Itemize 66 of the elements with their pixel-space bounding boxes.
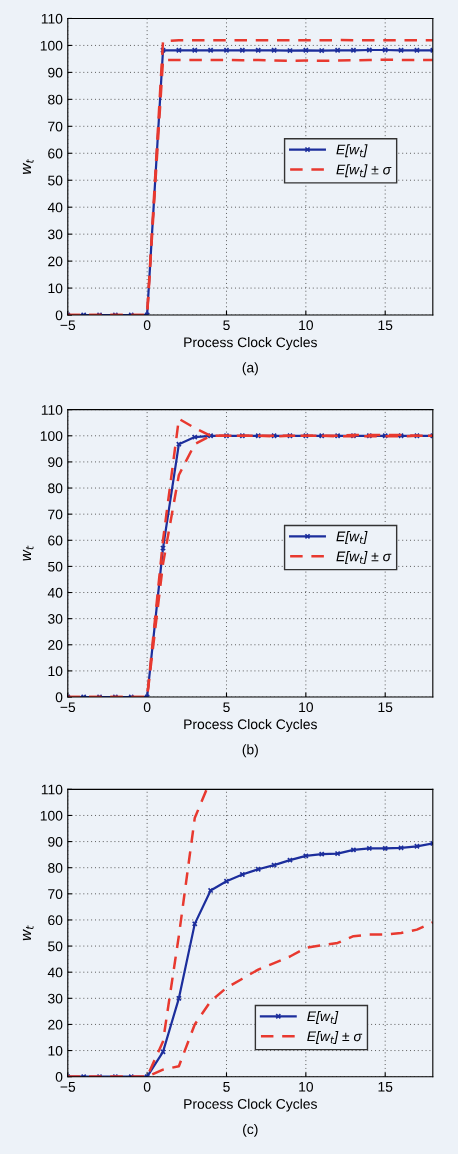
- y-tick-label: 90: [48, 67, 63, 78]
- x-axis-title: Process Clock Cycles: [184, 337, 317, 350]
- y-tick-label: 0: [55, 1072, 63, 1082]
- x-tick-label: −5: [60, 1082, 76, 1092]
- y-tick-label: 80: [48, 863, 63, 873]
- y-tick-label: 70: [48, 121, 63, 132]
- x-tick-label: 10: [299, 702, 314, 713]
- y-tick-label: 0: [55, 310, 63, 321]
- y-axis-title: w$_{t}$: [22, 159, 34, 174]
- x-tick-label: −5: [60, 702, 76, 713]
- x-tick-label: 5: [223, 320, 230, 331]
- legend-label: E[w$_{t}$] ± σ: [336, 551, 392, 565]
- y-tick-label: 20: [48, 256, 63, 267]
- y-axis-title: w$_{t}$: [22, 545, 34, 561]
- y-tick-label: 10: [48, 283, 63, 294]
- legend-label: E[w$_{t}$] ± σ: [336, 164, 392, 178]
- legend-label: E[w$_{t}$]: [307, 1011, 339, 1024]
- x-tick-label: −5: [60, 320, 76, 331]
- y-tick-label: 60: [48, 148, 63, 159]
- x-tick-label: 10: [299, 1081, 314, 1092]
- x-tick-label: 5: [223, 1082, 230, 1092]
- y-tick-label: 100: [40, 40, 63, 51]
- x-tick-label: 10: [299, 320, 314, 331]
- y-tick-label: 100: [40, 810, 63, 821]
- legend-label: E[w$_{t}$]: [336, 531, 368, 545]
- y-axis-title: w$_{t}$: [22, 925, 34, 941]
- text: (a): [242, 362, 258, 376]
- y-tick-label: 40: [47, 587, 63, 598]
- x-axis-title: Process Clock Cycles: [184, 718, 317, 732]
- y-tick-label: 40: [47, 967, 63, 978]
- x-tick-label: 15: [378, 320, 393, 331]
- y-tick-label: 110: [41, 13, 63, 24]
- y-tick-label: 70: [48, 509, 63, 520]
- legend-label: E[w$_{t}$] ± σ: [307, 1031, 363, 1044]
- x-tick-label: 15: [378, 702, 393, 713]
- y-tick-label: 70: [48, 889, 63, 899]
- x-tick-label: 0: [143, 320, 151, 331]
- y-tick-label: 50: [48, 175, 63, 186]
- x-tick-label: 0: [143, 1081, 151, 1092]
- y-tick-label: 80: [48, 94, 63, 105]
- y-tick-label: 20: [48, 1019, 63, 1030]
- text: (c): [243, 1123, 258, 1137]
- y-tick-label: 40: [47, 202, 63, 213]
- y-tick-label: 110: [41, 405, 63, 415]
- y-tick-label: 90: [48, 457, 63, 468]
- y-tick-label: 80: [48, 483, 63, 494]
- y-tick-label: 30: [48, 613, 63, 624]
- y-tick-label: 100: [40, 431, 63, 441]
- text: (b): [242, 744, 258, 758]
- y-tick-label: 0: [55, 692, 63, 703]
- y-tick-label: 90: [48, 836, 63, 847]
- legend-label: E[w$_{t}$]: [336, 144, 368, 158]
- x-tick-label: 0: [143, 702, 151, 713]
- y-tick-label: 30: [48, 229, 63, 240]
- y-tick-label: 110: [41, 784, 63, 795]
- y-tick-label: 10: [48, 666, 63, 677]
- y-tick-label: 60: [48, 535, 63, 546]
- x-tick-label: 15: [378, 1082, 393, 1092]
- y-tick-label: 30: [48, 993, 63, 1004]
- y-tick-label: 60: [48, 915, 63, 926]
- x-tick-label: 5: [223, 702, 230, 713]
- y-tick-label: 50: [48, 941, 63, 952]
- y-tick-label: 50: [48, 561, 63, 572]
- y-tick-label: 10: [48, 1045, 63, 1056]
- y-tick-label: 20: [48, 640, 63, 650]
- x-axis-title: Process Clock Cycles: [184, 1098, 317, 1112]
